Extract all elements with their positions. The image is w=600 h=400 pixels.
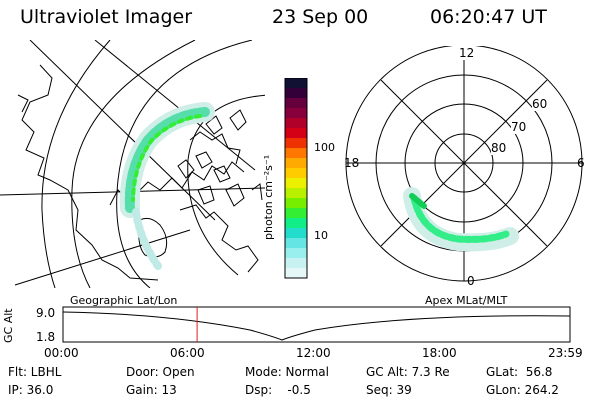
info-seq: Seq: 39 xyxy=(366,383,412,397)
timeline-xtick-1200: 12:00 xyxy=(296,346,331,360)
geographic-title: Geographic Lat/Lon xyxy=(70,294,178,307)
colorbar-segment xyxy=(285,148,307,159)
polar-lat-70: 70 xyxy=(511,120,527,134)
polar-hour-0: 0 xyxy=(467,274,475,288)
colorbar-segment xyxy=(285,78,307,89)
colorbar-segment xyxy=(285,168,307,179)
timeline-ylabel: GC Alt xyxy=(2,308,15,343)
colorbar-segment xyxy=(285,108,307,119)
info-glat: GLat: 56.8 xyxy=(486,365,553,379)
colorbar-segment xyxy=(285,88,307,99)
colorbar-segment xyxy=(285,268,307,279)
polar-hour-6: 6 xyxy=(577,156,585,170)
polar-hour-18: 18 xyxy=(344,156,360,170)
colorbar-segment xyxy=(285,118,307,129)
colorbar-segment xyxy=(285,188,307,199)
instrument-title: Ultraviolet Imager xyxy=(20,6,193,28)
colorbar-segment xyxy=(285,218,307,229)
geographic-map xyxy=(0,40,265,288)
colorbar-segment xyxy=(285,198,307,209)
timeline-xtick-0600: 06:00 xyxy=(170,346,205,360)
info-mode: Mode: Normal xyxy=(245,365,329,379)
colorbar-segment xyxy=(285,228,307,239)
info-flt: Flt: LBHL xyxy=(8,365,62,379)
colorbar-segment xyxy=(285,248,307,259)
apex-title: Apex MLat/MLT xyxy=(425,294,508,307)
aurora-emission xyxy=(119,102,215,270)
colorbar-unit-label: photon cm⁻²s⁻¹ xyxy=(262,154,275,240)
timeline-xtick-1800: 18:00 xyxy=(422,346,457,360)
polar-aurora-emission xyxy=(403,187,519,252)
date-label: 23 Sep 00 xyxy=(272,6,369,28)
polar-hour-12: 12 xyxy=(459,46,475,60)
polar-lat-60: 60 xyxy=(532,97,548,111)
timeline-xtick-2359: 23:59 xyxy=(548,346,583,360)
info-dsp: Dsp: -0.5 xyxy=(245,383,311,397)
info-gain: Gain: 13 xyxy=(126,383,177,397)
timeline-plot xyxy=(62,306,571,343)
colorbar-segment xyxy=(285,128,307,139)
timeline-ytick-bottom: 1.8 xyxy=(36,330,56,344)
info-glon: GLon: 264.2 xyxy=(486,383,559,397)
colorbar-segment xyxy=(285,178,307,189)
polar-plot xyxy=(345,46,583,282)
colorbar-segment xyxy=(285,158,307,169)
colorbar-segment xyxy=(285,138,307,149)
info-ip: IP: 36.0 xyxy=(8,383,54,397)
colorbar-segment xyxy=(285,98,307,109)
colorbar-tick-100: 100 xyxy=(314,141,335,154)
colorbar-segment xyxy=(285,208,307,219)
colorbar-segment xyxy=(285,258,307,269)
info-door: Door: Open xyxy=(126,365,195,379)
timeline-xtick-0000: 00:00 xyxy=(44,346,79,360)
colorbar-tick-10: 10 xyxy=(314,229,328,242)
timeline-ytick-top: 9.0 xyxy=(36,306,56,320)
colorbar-segment xyxy=(285,238,307,249)
info-gc-alt: GC Alt: 7.3 Re xyxy=(366,365,450,379)
colorbar xyxy=(284,78,308,279)
polar-lat-80: 80 xyxy=(491,141,507,155)
time-label: 06:20:47 UT xyxy=(430,6,547,28)
